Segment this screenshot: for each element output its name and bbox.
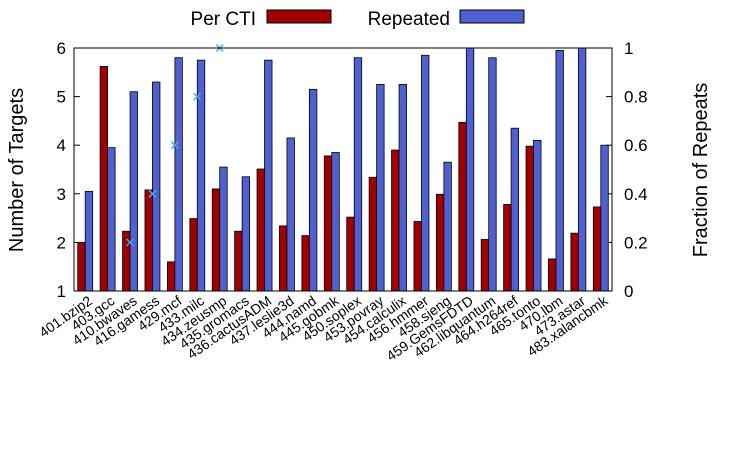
bar-per-cti [301, 235, 310, 292]
bar-per-cti [458, 121, 467, 292]
bar-per-cti [256, 168, 265, 292]
bar-repeated [264, 59, 273, 292]
bar-per-cti [368, 176, 378, 292]
bar-per-cti [166, 261, 176, 292]
bar-repeated [353, 57, 363, 292]
y-tick-label: 5 [57, 88, 66, 107]
marker-point [193, 92, 202, 101]
marker-point [170, 141, 179, 150]
bar-repeated [308, 88, 318, 292]
marker-point [126, 238, 135, 247]
bar-per-cti [99, 66, 109, 292]
bar-repeated [241, 176, 251, 292]
bar-per-cti [548, 258, 557, 292]
y2-tick-label: 0.4 [624, 185, 648, 204]
bar-repeated [331, 152, 340, 292]
y-axis-left: 1 2 3 4 5 6 [57, 39, 80, 301]
bar-repeated [129, 91, 138, 292]
legend: Per CTI Repeated [191, 9, 525, 30]
legend-swatch-per-cti [266, 9, 332, 24]
y2-tick-label: 0 [624, 282, 633, 301]
bar-repeated [533, 139, 542, 292]
bar-per-cti [570, 232, 579, 292]
bar-repeated [376, 84, 385, 292]
y-axis-right: 0 0.2 0.4 0.6 0.8 1 [606, 39, 648, 301]
y-tick-label: 3 [57, 185, 66, 204]
bar-per-cti [323, 155, 333, 292]
bar-per-cti [122, 230, 131, 292]
bar-per-cti [144, 189, 153, 292]
bar-per-cti [480, 239, 490, 292]
plot-frame [73, 47, 613, 292]
bar-per-cti [279, 225, 288, 292]
bar-per-cti [211, 188, 221, 292]
bar-repeated [555, 50, 564, 292]
bar-repeated [398, 84, 407, 292]
bar-repeated [174, 57, 183, 292]
bar-per-cti [525, 145, 534, 292]
legend-swatch-repeated [459, 9, 525, 24]
bar-per-cti [592, 206, 602, 292]
bar-per-cti [413, 221, 422, 292]
bar-per-cti [234, 230, 243, 292]
bars [77, 47, 609, 292]
legend-label-repeated: Repeated [368, 9, 450, 30]
bar-per-cti [435, 193, 445, 292]
y-axis-title: Number of Targets [6, 88, 28, 252]
bar-repeated [107, 147, 116, 292]
y2-tick-label: 0.6 [624, 136, 648, 155]
bar-repeated [84, 190, 94, 292]
bar-repeated [577, 47, 587, 292]
bar-per-cti [503, 204, 512, 292]
legend-label-per-cti: Per CTI [191, 9, 256, 30]
bar-repeated [152, 81, 161, 292]
marker-point [148, 189, 157, 198]
y2-tick-label: 0.2 [624, 233, 648, 252]
y2-tick-label: 0.8 [624, 88, 648, 107]
bar-per-cti [391, 149, 400, 292]
x-axis-labels: 401.bzip2403.gcc410.bwaves416.gamess429.… [36, 292, 611, 364]
y-tick-label: 1 [57, 282, 66, 301]
y2-tick-label: 1 [624, 39, 633, 58]
bar-repeated [488, 57, 497, 292]
bar-per-cti [346, 216, 355, 292]
y-tick-label: 2 [57, 233, 66, 252]
y-tick-label: 4 [57, 136, 66, 155]
bar-repeated [443, 161, 452, 292]
bar-repeated [600, 144, 609, 292]
bar-repeated [219, 166, 228, 292]
bar-repeated [465, 47, 475, 292]
bar-per-cti [77, 241, 86, 292]
bar-per-cti [189, 218, 198, 292]
y2-axis-title: Fraction of Repeats [690, 83, 712, 258]
bar-repeated [421, 54, 430, 292]
bar-repeated [286, 137, 295, 292]
y-tick-label: 6 [57, 39, 66, 58]
bar-repeated [510, 127, 520, 292]
